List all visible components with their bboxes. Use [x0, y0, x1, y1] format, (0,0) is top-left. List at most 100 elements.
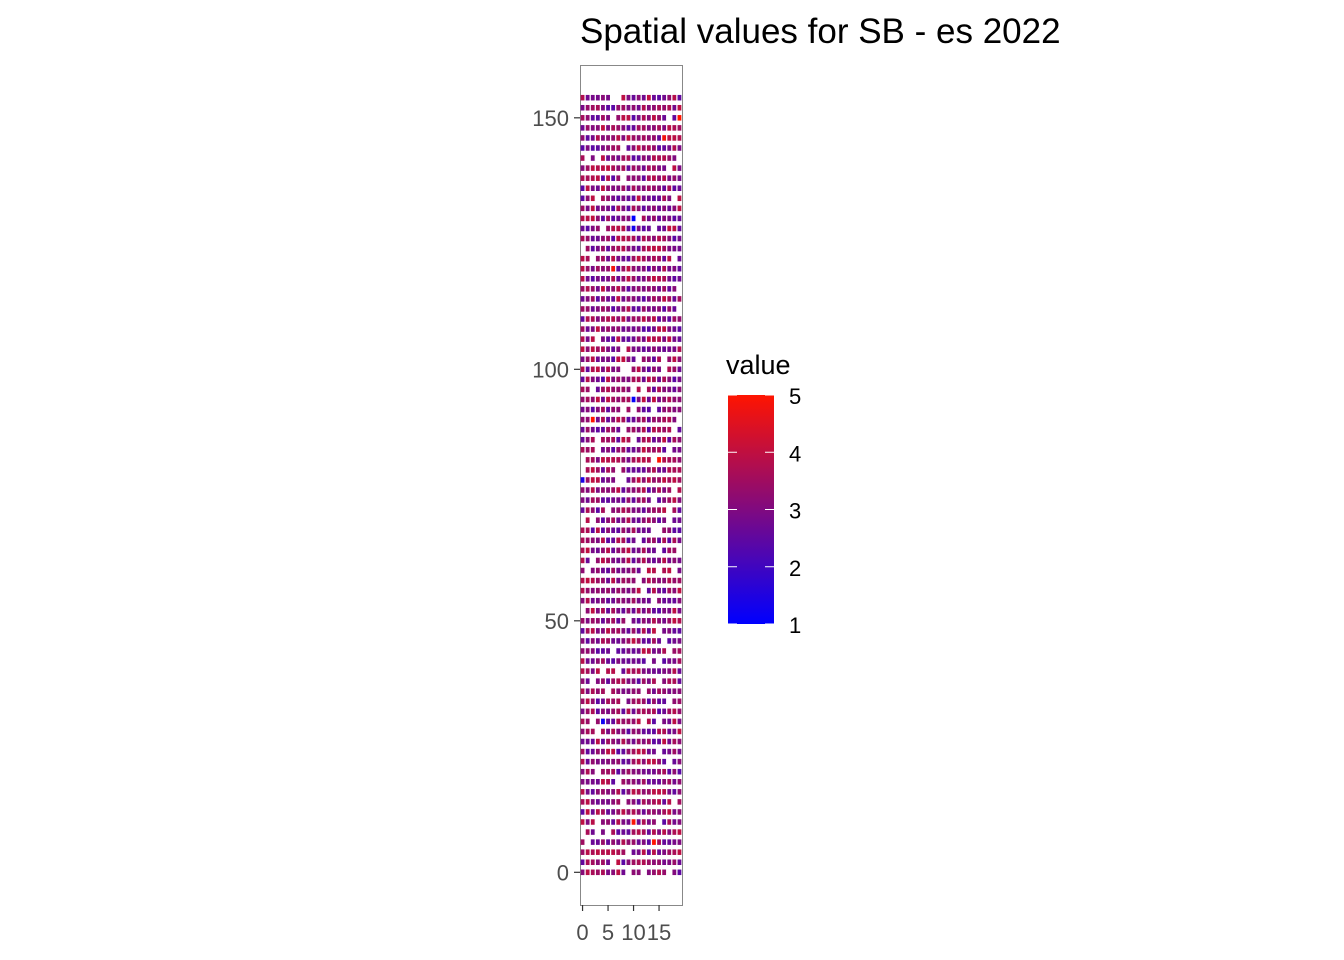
heatmap-cell: [646, 396, 651, 403]
heatmap-cell: [606, 165, 610, 171]
heatmap-cell: [601, 819, 605, 825]
heatmap-cell: [631, 276, 636, 282]
heatmap-cell: [616, 708, 621, 715]
heatmap-cell: [606, 497, 610, 503]
heatmap-cell: [585, 94, 590, 101]
heatmap-cell: [595, 607, 600, 614]
heatmap-cell: [616, 658, 621, 664]
heatmap-cell: [672, 768, 677, 775]
heatmap-cell: [652, 517, 656, 523]
heatmap-cell: [595, 366, 600, 373]
heatmap-cell: [636, 104, 641, 111]
heatmap-cell: [631, 366, 636, 373]
heatmap-cell: [601, 195, 605, 202]
heatmap-cell: [641, 436, 646, 443]
heatmap-cell: [601, 547, 605, 554]
heatmap-cell: [585, 738, 590, 745]
heatmap-cell: [601, 104, 605, 111]
heatmap-cell: [652, 376, 656, 383]
heatmap-cell: [580, 748, 585, 755]
heatmap-cell: [601, 809, 605, 815]
heatmap-cell: [580, 799, 585, 805]
heatmap-cell: [580, 487, 585, 493]
heatmap-cell: [585, 376, 590, 383]
heatmap-cell: [641, 517, 646, 523]
heatmap-cell: [590, 839, 595, 845]
heatmap-cell: [667, 587, 672, 594]
heatmap-cell: [601, 155, 605, 161]
heatmap-cell: [621, 296, 626, 302]
heatmap-cell: [672, 406, 677, 413]
x-tick-label: 0: [576, 920, 588, 945]
heatmap-cell: [626, 819, 631, 825]
heatmap-cell: [662, 708, 667, 715]
heatmap-cell: [621, 94, 626, 101]
heatmap-cell: [601, 115, 605, 121]
heatmap-cell: [601, 436, 605, 443]
heatmap-cell: [601, 688, 605, 694]
heatmap-cell: [606, 839, 610, 845]
heatmap-cell: [611, 688, 616, 694]
heatmap-cell: [652, 829, 656, 835]
heatmap-cell: [621, 245, 626, 252]
heatmap-cell: [601, 597, 605, 604]
heatmap-cell: [580, 557, 585, 564]
heatmap-cell: [657, 165, 661, 171]
heatmap-cell: [621, 809, 626, 815]
heatmap-cell: [590, 728, 595, 735]
heatmap-cell: [672, 698, 677, 705]
heatmap-cell: [611, 587, 616, 594]
heatmap-cell: [641, 547, 646, 554]
heatmap-cell: [601, 215, 605, 222]
heatmap-cell: [631, 658, 636, 664]
heatmap-cell: [662, 336, 667, 342]
heatmap-cell: [590, 829, 595, 835]
heatmap-cell: [667, 406, 672, 413]
heatmap-cell: [626, 487, 631, 493]
heatmap-cell: [652, 789, 656, 795]
heatmap-cell: [595, 306, 600, 312]
heatmap-cell: [580, 135, 585, 141]
heatmap-cell: [606, 215, 610, 222]
heatmap-cell: [606, 799, 610, 805]
heatmap-cell: [621, 748, 626, 755]
heatmap-cell: [621, 688, 626, 694]
heatmap-cell: [626, 688, 631, 694]
heatmap-cell: [606, 718, 610, 725]
heatmap-cell: [590, 597, 595, 604]
heatmap-cell: [636, 628, 641, 634]
heatmap-cell: [677, 789, 682, 795]
heatmap-cell: [606, 245, 610, 252]
heatmap-cell: [621, 125, 626, 131]
heatmap-cell: [646, 638, 651, 644]
heatmap-cell: [657, 839, 661, 845]
heatmap-cell: [616, 306, 621, 312]
heatmap-cell: [585, 175, 590, 181]
heatmap-cell: [677, 447, 682, 453]
heatmap-cell: [677, 758, 682, 765]
heatmap-cell: [636, 547, 641, 554]
heatmap-cell: [657, 104, 661, 111]
heatmap-cell: [580, 587, 585, 594]
heatmap-cell: [662, 789, 667, 795]
heatmap-cell: [590, 225, 595, 232]
heatmap-cell: [601, 447, 605, 453]
heatmap-cell: [590, 487, 595, 493]
heatmap-cell: [652, 638, 656, 644]
heatmap-cell: [585, 517, 590, 523]
heatmap-cell: [611, 165, 616, 171]
heatmap-cell: [611, 235, 616, 242]
heatmap-cell: [601, 839, 605, 845]
heatmap-cell: [677, 125, 682, 131]
heatmap-cell: [636, 567, 641, 574]
heatmap-cell: [662, 517, 667, 523]
heatmap-cell: [677, 145, 682, 151]
heatmap-cell: [580, 849, 585, 855]
heatmap-cell: [652, 628, 656, 634]
heatmap-cell: [657, 618, 661, 624]
heatmap-cell: [616, 557, 621, 564]
heatmap-cell: [616, 738, 621, 745]
heatmap-cell: [636, 245, 641, 252]
heatmap-cell: [631, 859, 636, 866]
heatmap-cell: [626, 507, 631, 513]
